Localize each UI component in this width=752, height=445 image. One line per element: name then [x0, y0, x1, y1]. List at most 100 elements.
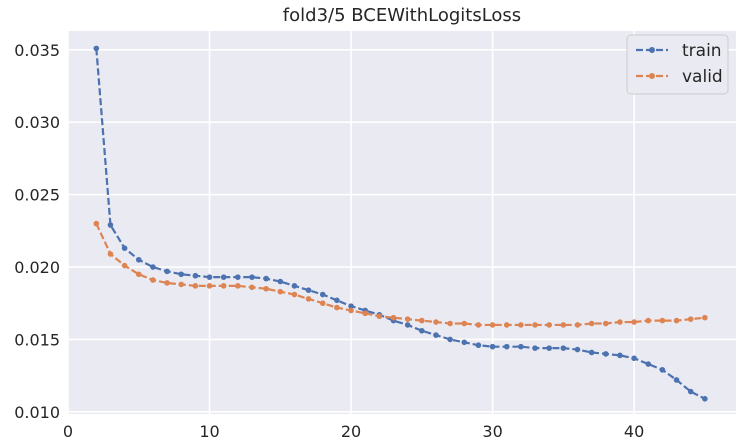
data-point-valid	[645, 317, 652, 324]
data-point-train	[220, 274, 227, 280]
data-point-train	[546, 345, 552, 351]
data-point-train	[291, 283, 298, 289]
data-point-train	[107, 222, 114, 228]
data-point-valid	[532, 322, 538, 328]
data-point-valid	[475, 322, 482, 328]
x-tick-label: 30	[482, 422, 502, 441]
data-point-valid	[560, 322, 567, 328]
tick-labels: 0 10 20 30 40 0.010 0.015 0.020 0.025 0.030 0.035	[14, 41, 644, 441]
data-point-valid	[702, 314, 708, 321]
data-point-train	[334, 297, 340, 304]
data-point-train	[404, 322, 411, 328]
data-point-valid	[135, 271, 142, 278]
y-tick-label: 0.015	[14, 330, 60, 349]
data-point-train	[659, 367, 666, 373]
data-point-train	[687, 388, 694, 395]
data-point-train	[135, 256, 142, 263]
y-tick-label: 0.025	[14, 186, 60, 205]
data-point-valid	[631, 319, 637, 325]
legend: train valid	[626, 34, 729, 95]
data-point-valid	[277, 288, 284, 295]
series-lines	[93, 45, 708, 402]
legend-valid-label: valid	[682, 67, 723, 87]
data-point-train	[503, 343, 510, 350]
data-point-valid	[348, 307, 354, 314]
series-line-valid	[95, 223, 705, 327]
data-point-train	[560, 345, 567, 351]
data-point-train	[602, 351, 609, 357]
data-point-valid	[503, 322, 510, 328]
data-point-valid	[93, 220, 100, 227]
data-point-train	[206, 274, 213, 280]
data-point-valid	[334, 304, 340, 311]
data-point-train	[574, 346, 581, 353]
data-point-valid	[659, 317, 666, 324]
data-point-train	[348, 303, 354, 309]
data-point-train	[249, 274, 255, 280]
data-point-train	[419, 327, 425, 334]
chart-title: fold3/5 BCEWithLogitsLoss	[283, 5, 521, 26]
data-point-train	[702, 395, 708, 402]
legend-train-label: train	[682, 41, 722, 61]
data-point-valid	[192, 283, 199, 289]
data-point-valid	[574, 322, 581, 328]
data-point-train	[489, 343, 496, 350]
data-point-train	[645, 361, 652, 367]
data-point-train	[461, 339, 468, 346]
data-point-valid	[121, 262, 128, 269]
legend-train-marker	[649, 47, 655, 53]
data-point-train	[475, 342, 482, 349]
y-tick-label: 0.030	[14, 113, 60, 132]
data-point-valid	[376, 313, 383, 320]
data-point-valid	[433, 319, 439, 325]
data-point-valid	[164, 280, 170, 286]
data-point-train	[518, 343, 524, 350]
data-point-valid	[404, 316, 411, 322]
data-point-train	[150, 264, 156, 270]
y-tick-label: 0.035	[14, 41, 60, 60]
data-point-valid	[249, 284, 255, 291]
data-point-valid	[687, 316, 694, 322]
x-tick-label: 40	[624, 422, 644, 441]
data-point-valid	[107, 251, 114, 257]
data-point-valid	[461, 320, 468, 327]
data-point-valid	[206, 283, 213, 289]
data-point-train	[447, 336, 453, 343]
data-point-train	[93, 45, 100, 52]
data-point-train	[235, 274, 241, 280]
data-point-train	[532, 345, 538, 351]
x-tick-label: 20	[341, 422, 361, 441]
data-point-train	[631, 355, 637, 362]
data-point-valid	[150, 277, 156, 283]
plot-background	[68, 31, 736, 414]
data-point-train	[433, 332, 439, 338]
data-point-valid	[178, 281, 185, 288]
data-point-train	[263, 275, 269, 282]
data-point-valid	[602, 320, 609, 327]
data-point-train	[673, 377, 680, 383]
data-point-valid	[390, 314, 397, 321]
legend-valid-marker	[649, 73, 655, 79]
data-point-valid	[291, 291, 298, 298]
data-point-train	[164, 268, 170, 275]
data-point-valid	[518, 322, 524, 328]
grid-lines	[67, 31, 736, 414]
data-point-train	[617, 352, 623, 359]
data-point-valid	[617, 319, 623, 325]
data-point-valid	[588, 320, 595, 327]
data-point-valid	[305, 296, 312, 302]
x-tick-label: 0	[63, 422, 73, 441]
data-point-valid	[319, 300, 326, 307]
data-point-valid	[235, 283, 241, 289]
data-point-train	[192, 272, 199, 279]
data-point-train	[588, 349, 595, 356]
data-point-valid	[546, 322, 552, 328]
data-point-valid	[489, 322, 496, 328]
y-tick-label: 0.020	[14, 258, 60, 277]
data-point-train	[178, 271, 185, 278]
data-point-train	[305, 287, 312, 293]
data-point-valid	[362, 310, 369, 317]
data-point-valid	[447, 320, 453, 327]
data-point-train	[121, 245, 128, 252]
